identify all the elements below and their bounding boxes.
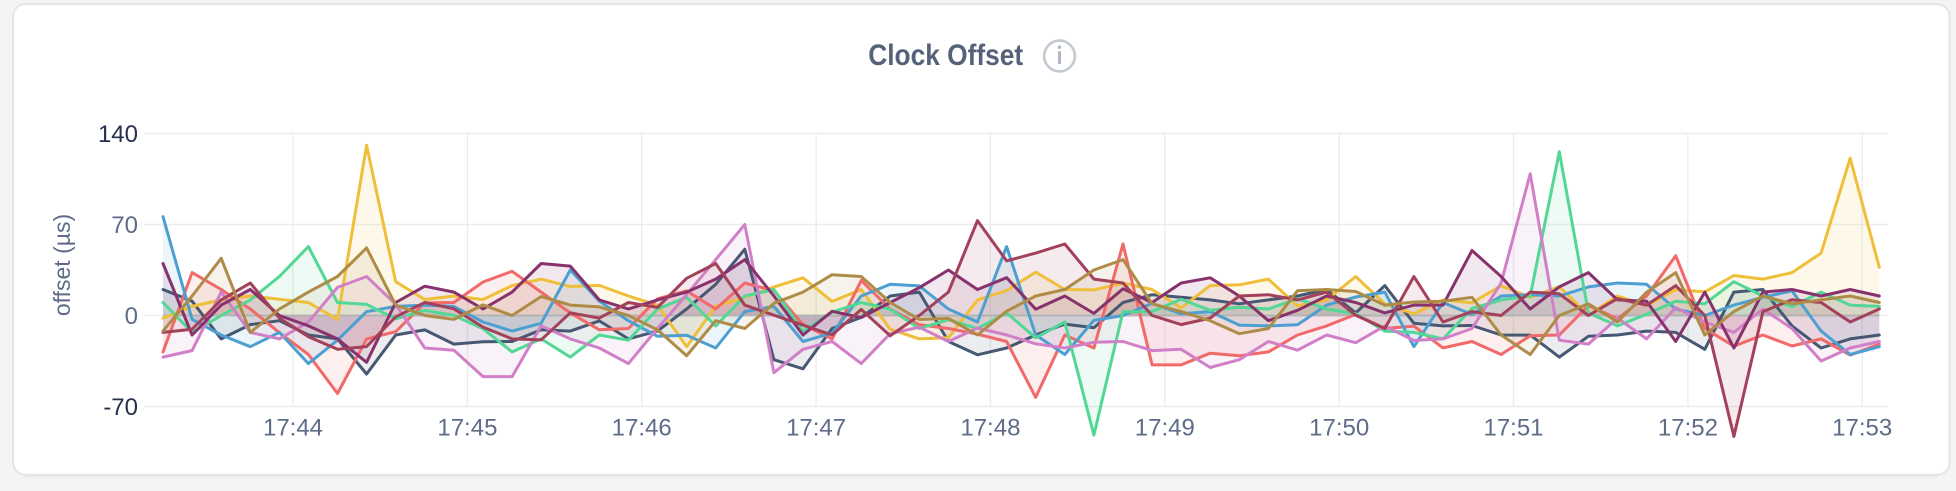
svg-text:17:49: 17:49 <box>1135 415 1195 442</box>
svg-text:17:50: 17:50 <box>1309 415 1369 442</box>
svg-text:-70: -70 <box>103 394 138 421</box>
svg-text:17:51: 17:51 <box>1483 415 1543 442</box>
svg-text:17:46: 17:46 <box>612 415 672 442</box>
svg-text:17:48: 17:48 <box>960 415 1020 442</box>
svg-text:offset (µs): offset (µs) <box>49 214 75 316</box>
svg-text:Clock Offset: Clock Offset <box>868 39 1023 72</box>
svg-text:17:44: 17:44 <box>263 415 323 442</box>
svg-text:17:45: 17:45 <box>437 415 497 442</box>
svg-text:0: 0 <box>125 303 138 330</box>
svg-text:140: 140 <box>98 121 138 148</box>
svg-text:17:47: 17:47 <box>786 415 846 442</box>
svg-text:17:52: 17:52 <box>1658 415 1718 442</box>
svg-text:17:53: 17:53 <box>1832 415 1892 442</box>
svg-text:70: 70 <box>111 212 138 239</box>
